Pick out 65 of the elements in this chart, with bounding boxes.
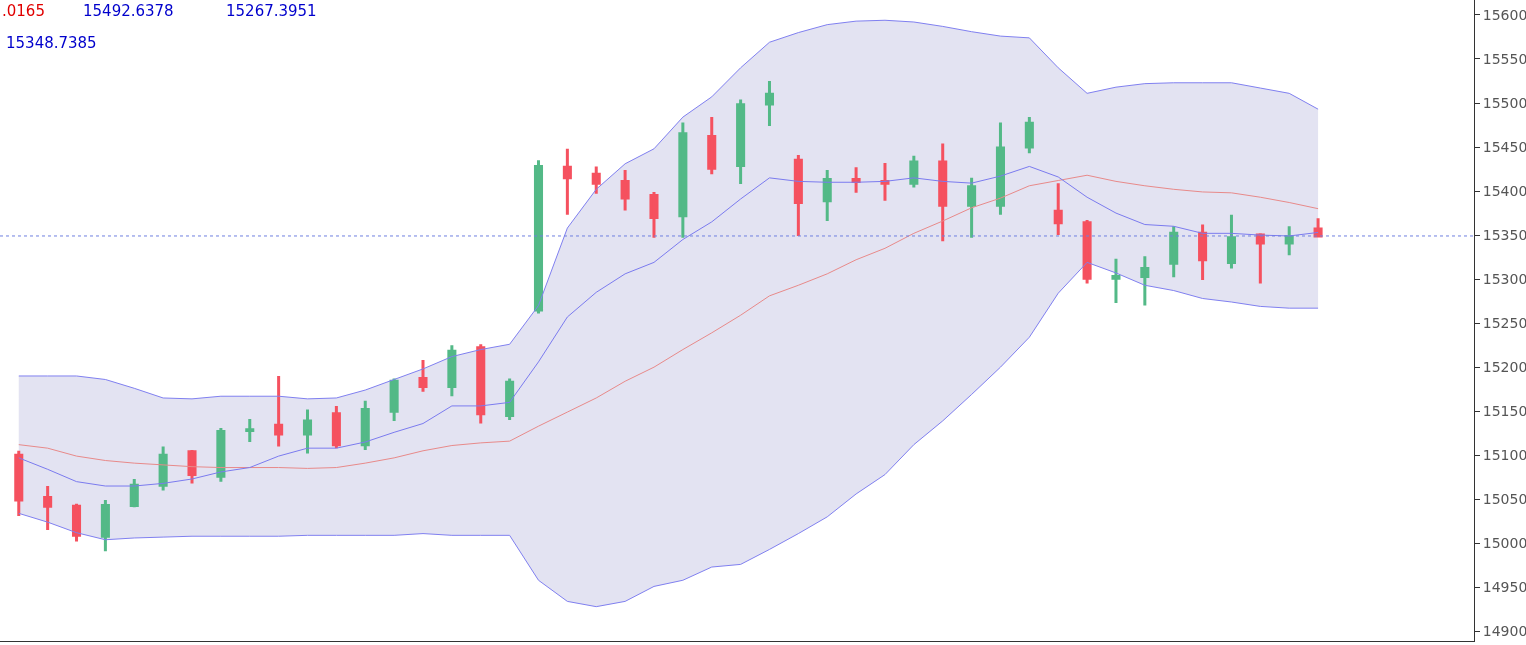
candlestick	[1053, 183, 1063, 236]
y-tick-label: 15600	[1482, 6, 1526, 23]
y-tick-label: 15450	[1482, 138, 1526, 155]
annotation: .0165	[2, 2, 45, 20]
candlestick	[158, 446, 168, 491]
y-tick-label: 15200	[1482, 359, 1526, 376]
candlestick	[1284, 226, 1294, 256]
candlestick	[967, 177, 977, 238]
y-tick-label: 15050	[1482, 491, 1526, 508]
candlestick	[274, 375, 284, 447]
y-tick-label: 15550	[1482, 50, 1526, 67]
candlestick	[736, 99, 746, 185]
candlestick	[1169, 226, 1179, 278]
candlestick	[14, 450, 24, 516]
y-tick-label: 15150	[1482, 403, 1526, 420]
annotation: 15348.7385	[6, 34, 97, 52]
candlestick	[678, 122, 688, 238]
candlestick	[1024, 117, 1034, 154]
candlestick	[1082, 220, 1092, 284]
candlestick	[591, 166, 601, 194]
candlestick	[100, 500, 110, 552]
candlestick	[880, 162, 890, 201]
candlestick	[43, 486, 53, 531]
candlestick	[1255, 233, 1265, 284]
candlestick	[389, 378, 399, 421]
candlestick	[793, 154, 803, 236]
y-tick-label: 15250	[1482, 315, 1526, 332]
candlestick	[1313, 218, 1323, 238]
y-tick-label: 15100	[1482, 447, 1526, 464]
candlestick	[822, 169, 832, 221]
candlestick	[909, 155, 919, 188]
candlestick	[1226, 214, 1236, 269]
candlestick	[187, 449, 197, 484]
candlestick	[418, 360, 428, 392]
y-tick-label: 15300	[1482, 271, 1526, 288]
candlestick	[533, 160, 544, 314]
candlestick	[505, 378, 515, 420]
candlestick	[302, 409, 313, 454]
y-tick-label: 15400	[1482, 182, 1526, 199]
candlestick	[331, 405, 341, 449]
candlestick	[216, 427, 226, 482]
annotation: 15492.6378	[83, 2, 174, 20]
candlestick	[71, 503, 82, 542]
candlestick	[995, 122, 1005, 215]
candlestick	[938, 143, 948, 242]
candlestick	[649, 191, 659, 238]
candlestick	[447, 345, 457, 397]
candlestick	[620, 169, 630, 211]
annotation: 15267.3951	[226, 2, 317, 20]
line-series	[18, 261, 1319, 608]
y-tick-label: 15350	[1482, 226, 1526, 243]
candlestick	[245, 419, 255, 443]
candlestick	[1111, 258, 1121, 303]
candlestick	[851, 167, 861, 193]
candlestick	[1140, 256, 1150, 306]
y-tick-label: 15000	[1482, 535, 1526, 552]
candlestick	[476, 344, 486, 424]
y-tick-label: 14950	[1482, 579, 1526, 596]
candlestick	[360, 400, 370, 450]
candlestick	[764, 81, 775, 126]
candlestick	[562, 148, 572, 215]
candlestick	[1198, 224, 1208, 280]
y-tick-label: 14900	[1482, 623, 1526, 640]
y-tick-label: 15500	[1482, 94, 1526, 111]
candlestick	[707, 117, 717, 175]
